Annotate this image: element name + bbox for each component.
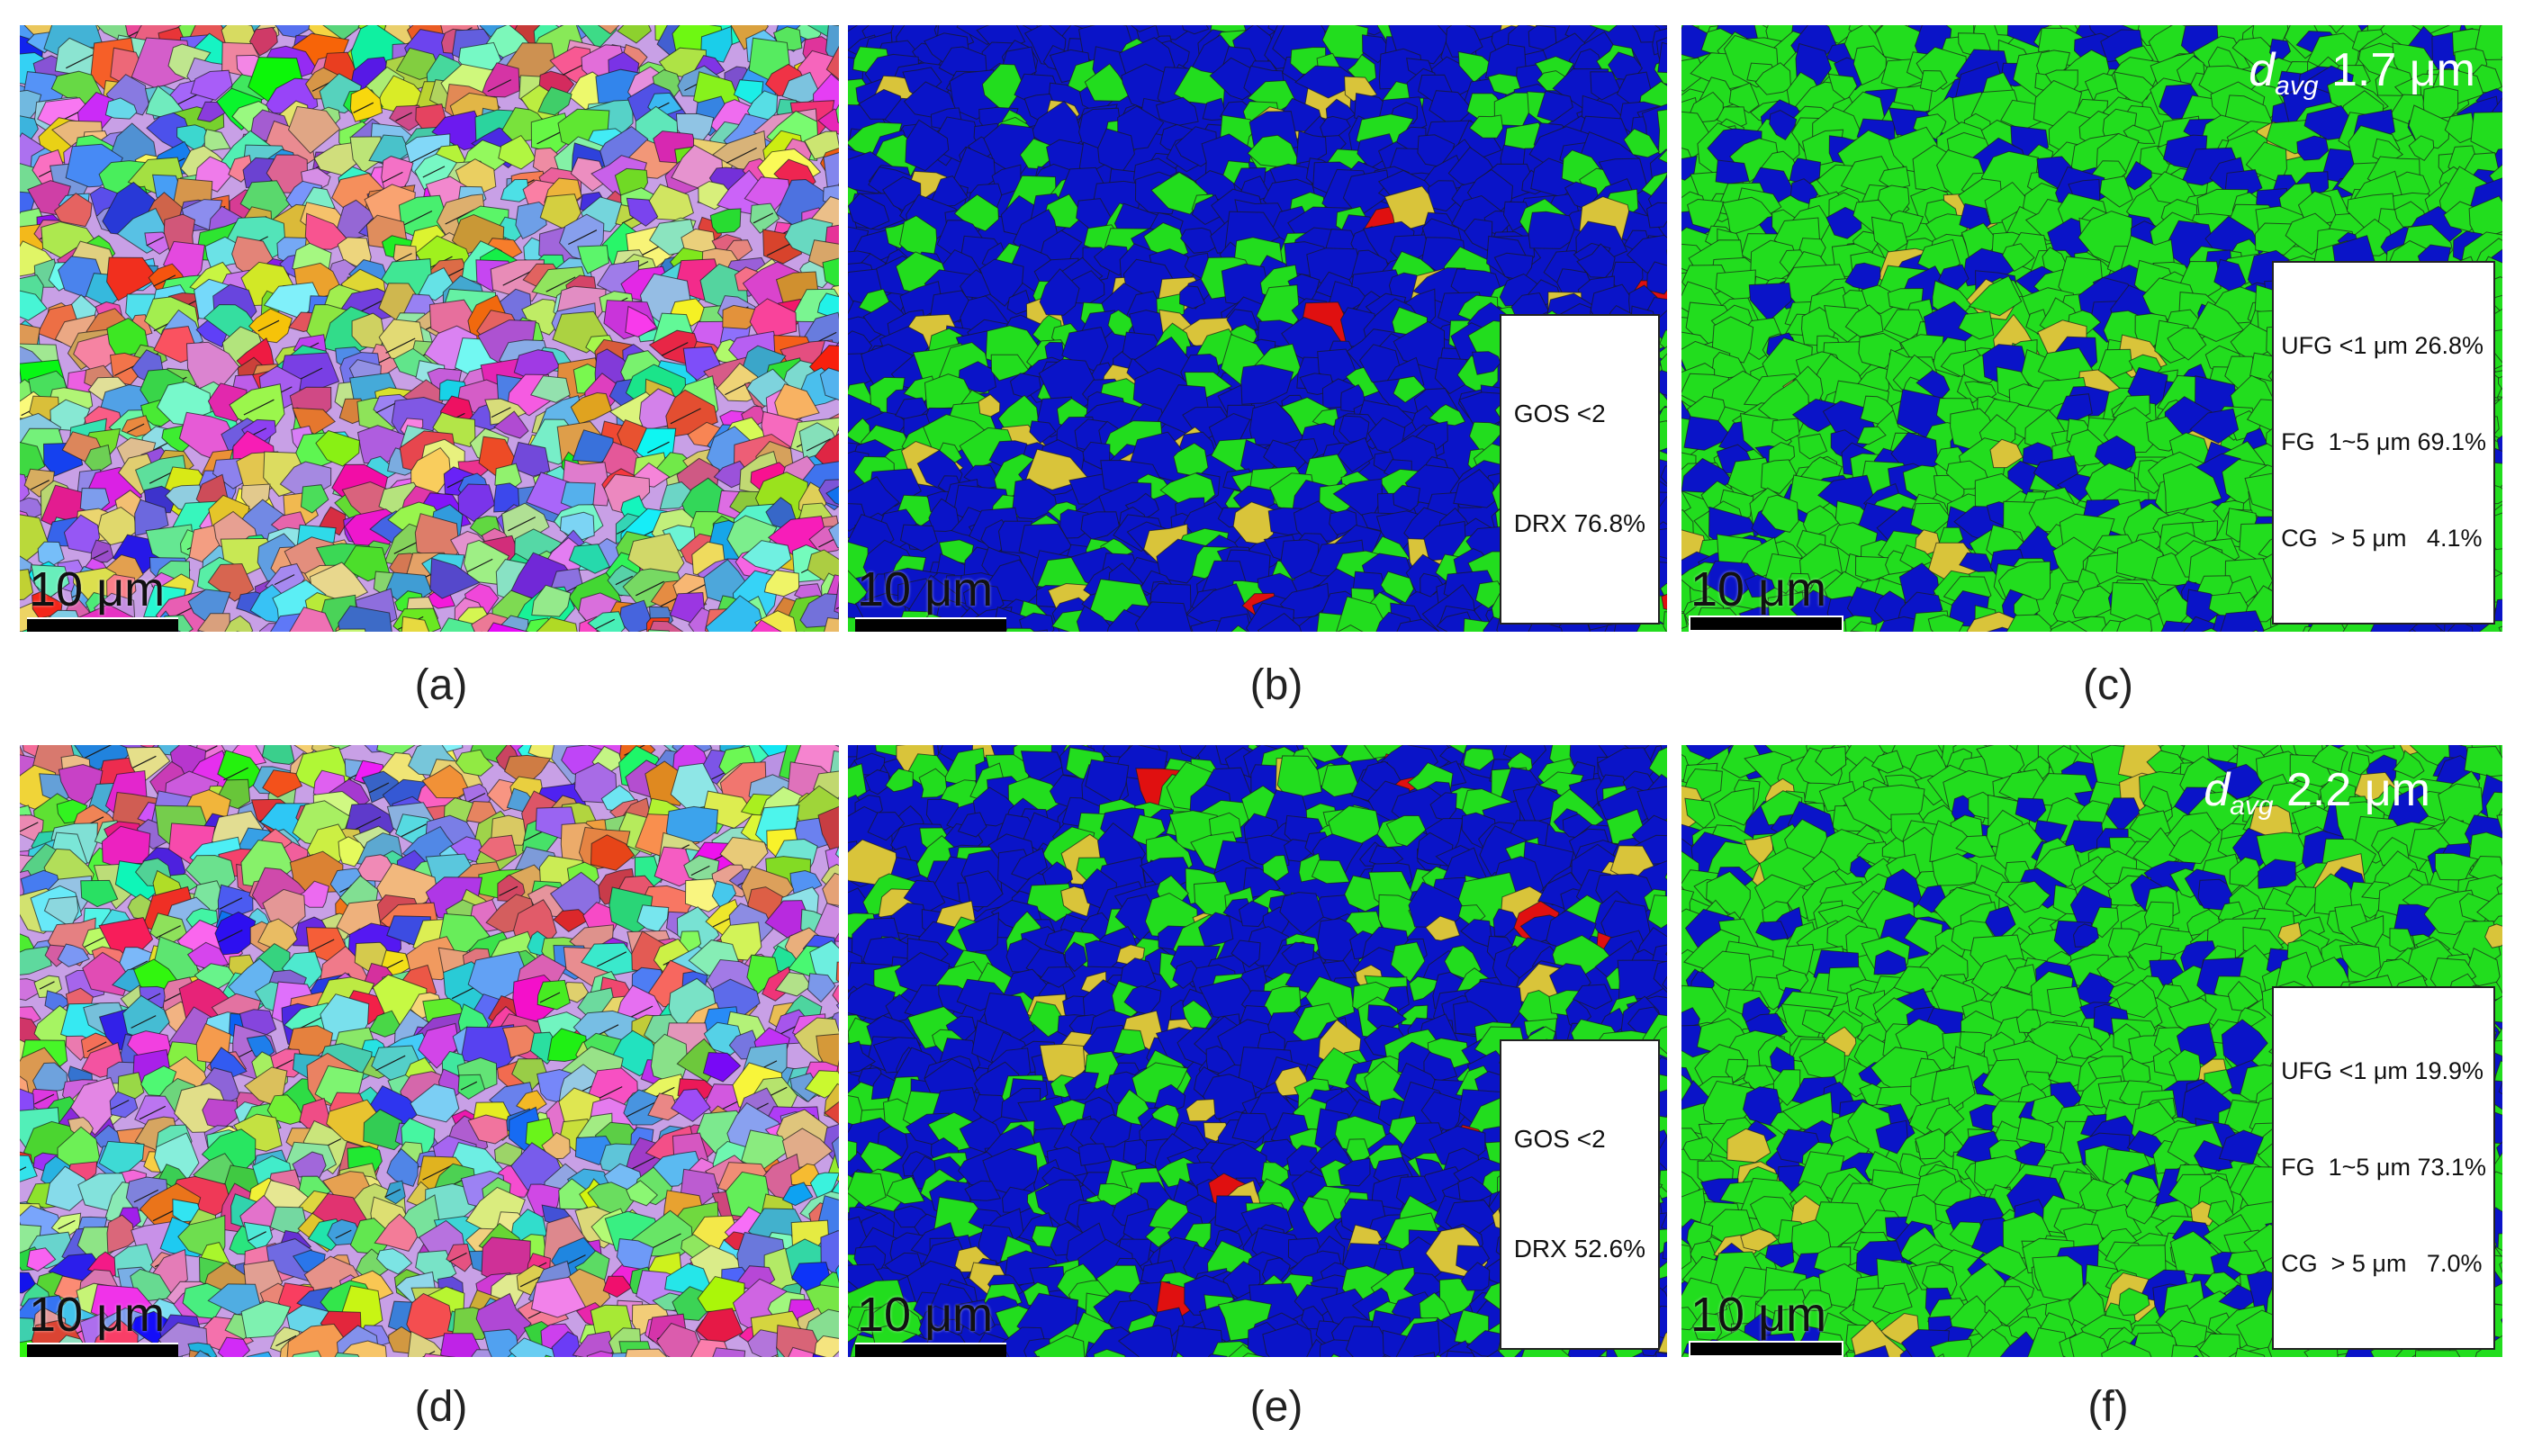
box-line: FG 1~5 μm 69.1% [2281, 428, 2486, 456]
box-line: UFG <1 μm 26.8% [2281, 332, 2483, 360]
scale-bar [855, 1343, 1006, 1357]
grain-size-fraction-box: UFG <1 μm 19.9% FG 1~5 μm 73.1% CG > 5 μ… [2272, 986, 2495, 1350]
grain-size-fraction-box: UFG <1 μm 26.8% FG 1~5 μm 69.1% CG > 5 μ… [2272, 261, 2495, 625]
scale-bar [1689, 616, 1843, 632]
davg-value: 1.7 μm [2330, 44, 2475, 96]
panel-d: 10 μm [20, 745, 839, 1357]
davg-subscript: avg [2275, 71, 2319, 101]
scale-bar-label: 10 μm [29, 562, 166, 616]
box-line: DRX 52.6% [1513, 1235, 1645, 1263]
panel-b: 10 μm GOS <2 DRX 76.8% [848, 25, 1667, 632]
caption-a: (a) [414, 661, 468, 709]
caption-e: (e) [1249, 1383, 1303, 1431]
box-line: UFG <1 μm 19.9% [2281, 1057, 2483, 1085]
scale-bar [27, 617, 178, 632]
ipf-orientation-map [20, 25, 839, 632]
box-line: GOS <2 [1513, 400, 1606, 428]
average-grain-size: davg 1.7 μm [2249, 47, 2475, 100]
box-line: DRX 76.8% [1513, 509, 1645, 538]
scale-bar [1689, 1341, 1843, 1357]
grain-size-map [1681, 745, 2502, 1357]
panel-e: 10 μm GOS <2 DRX 52.6% [848, 745, 1667, 1357]
scale-bar-label: 10 μm [1690, 1288, 1827, 1342]
caption-d: (d) [414, 1383, 468, 1431]
panel-a: 10 μm [20, 25, 839, 632]
box-line: CG > 5 μm 4.1% [2281, 525, 2483, 553]
caption-b: (b) [1249, 661, 1303, 709]
davg-symbol: d [2249, 44, 2276, 96]
davg-subscript: avg [2230, 791, 2274, 821]
scale-bar [27, 1343, 178, 1357]
box-line: CG > 5 μm 7.0% [2281, 1250, 2483, 1278]
davg-value: 2.2 μm [2285, 764, 2430, 816]
davg-symbol: d [2204, 764, 2231, 816]
caption-c: (c) [2083, 661, 2133, 709]
scale-bar [855, 617, 1006, 632]
average-grain-size: davg 2.2 μm [2204, 767, 2430, 820]
scale-bar-label: 10 μm [1690, 562, 1827, 616]
drx-fraction-box: GOS <2 DRX 52.6% [1499, 1039, 1660, 1350]
caption-f: (f) [2087, 1383, 2129, 1431]
box-line: FG 1~5 μm 73.1% [2281, 1154, 2486, 1182]
panel-c: davg 1.7 μm 10 μm UFG <1 μm 26.8% FG 1~5… [1681, 25, 2502, 632]
scale-bar-label: 10 μm [857, 562, 994, 616]
gos-map [848, 745, 1667, 1357]
drx-fraction-box: GOS <2 DRX 76.8% [1499, 314, 1660, 625]
scale-bar-label: 10 μm [29, 1288, 166, 1342]
scale-bar-label: 10 μm [857, 1288, 994, 1342]
box-line: GOS <2 [1513, 1125, 1606, 1154]
ipf-orientation-map [20, 745, 839, 1357]
panel-f: davg 2.2 μm 10 μm UFG <1 μm 19.9% FG 1~5… [1681, 745, 2502, 1357]
